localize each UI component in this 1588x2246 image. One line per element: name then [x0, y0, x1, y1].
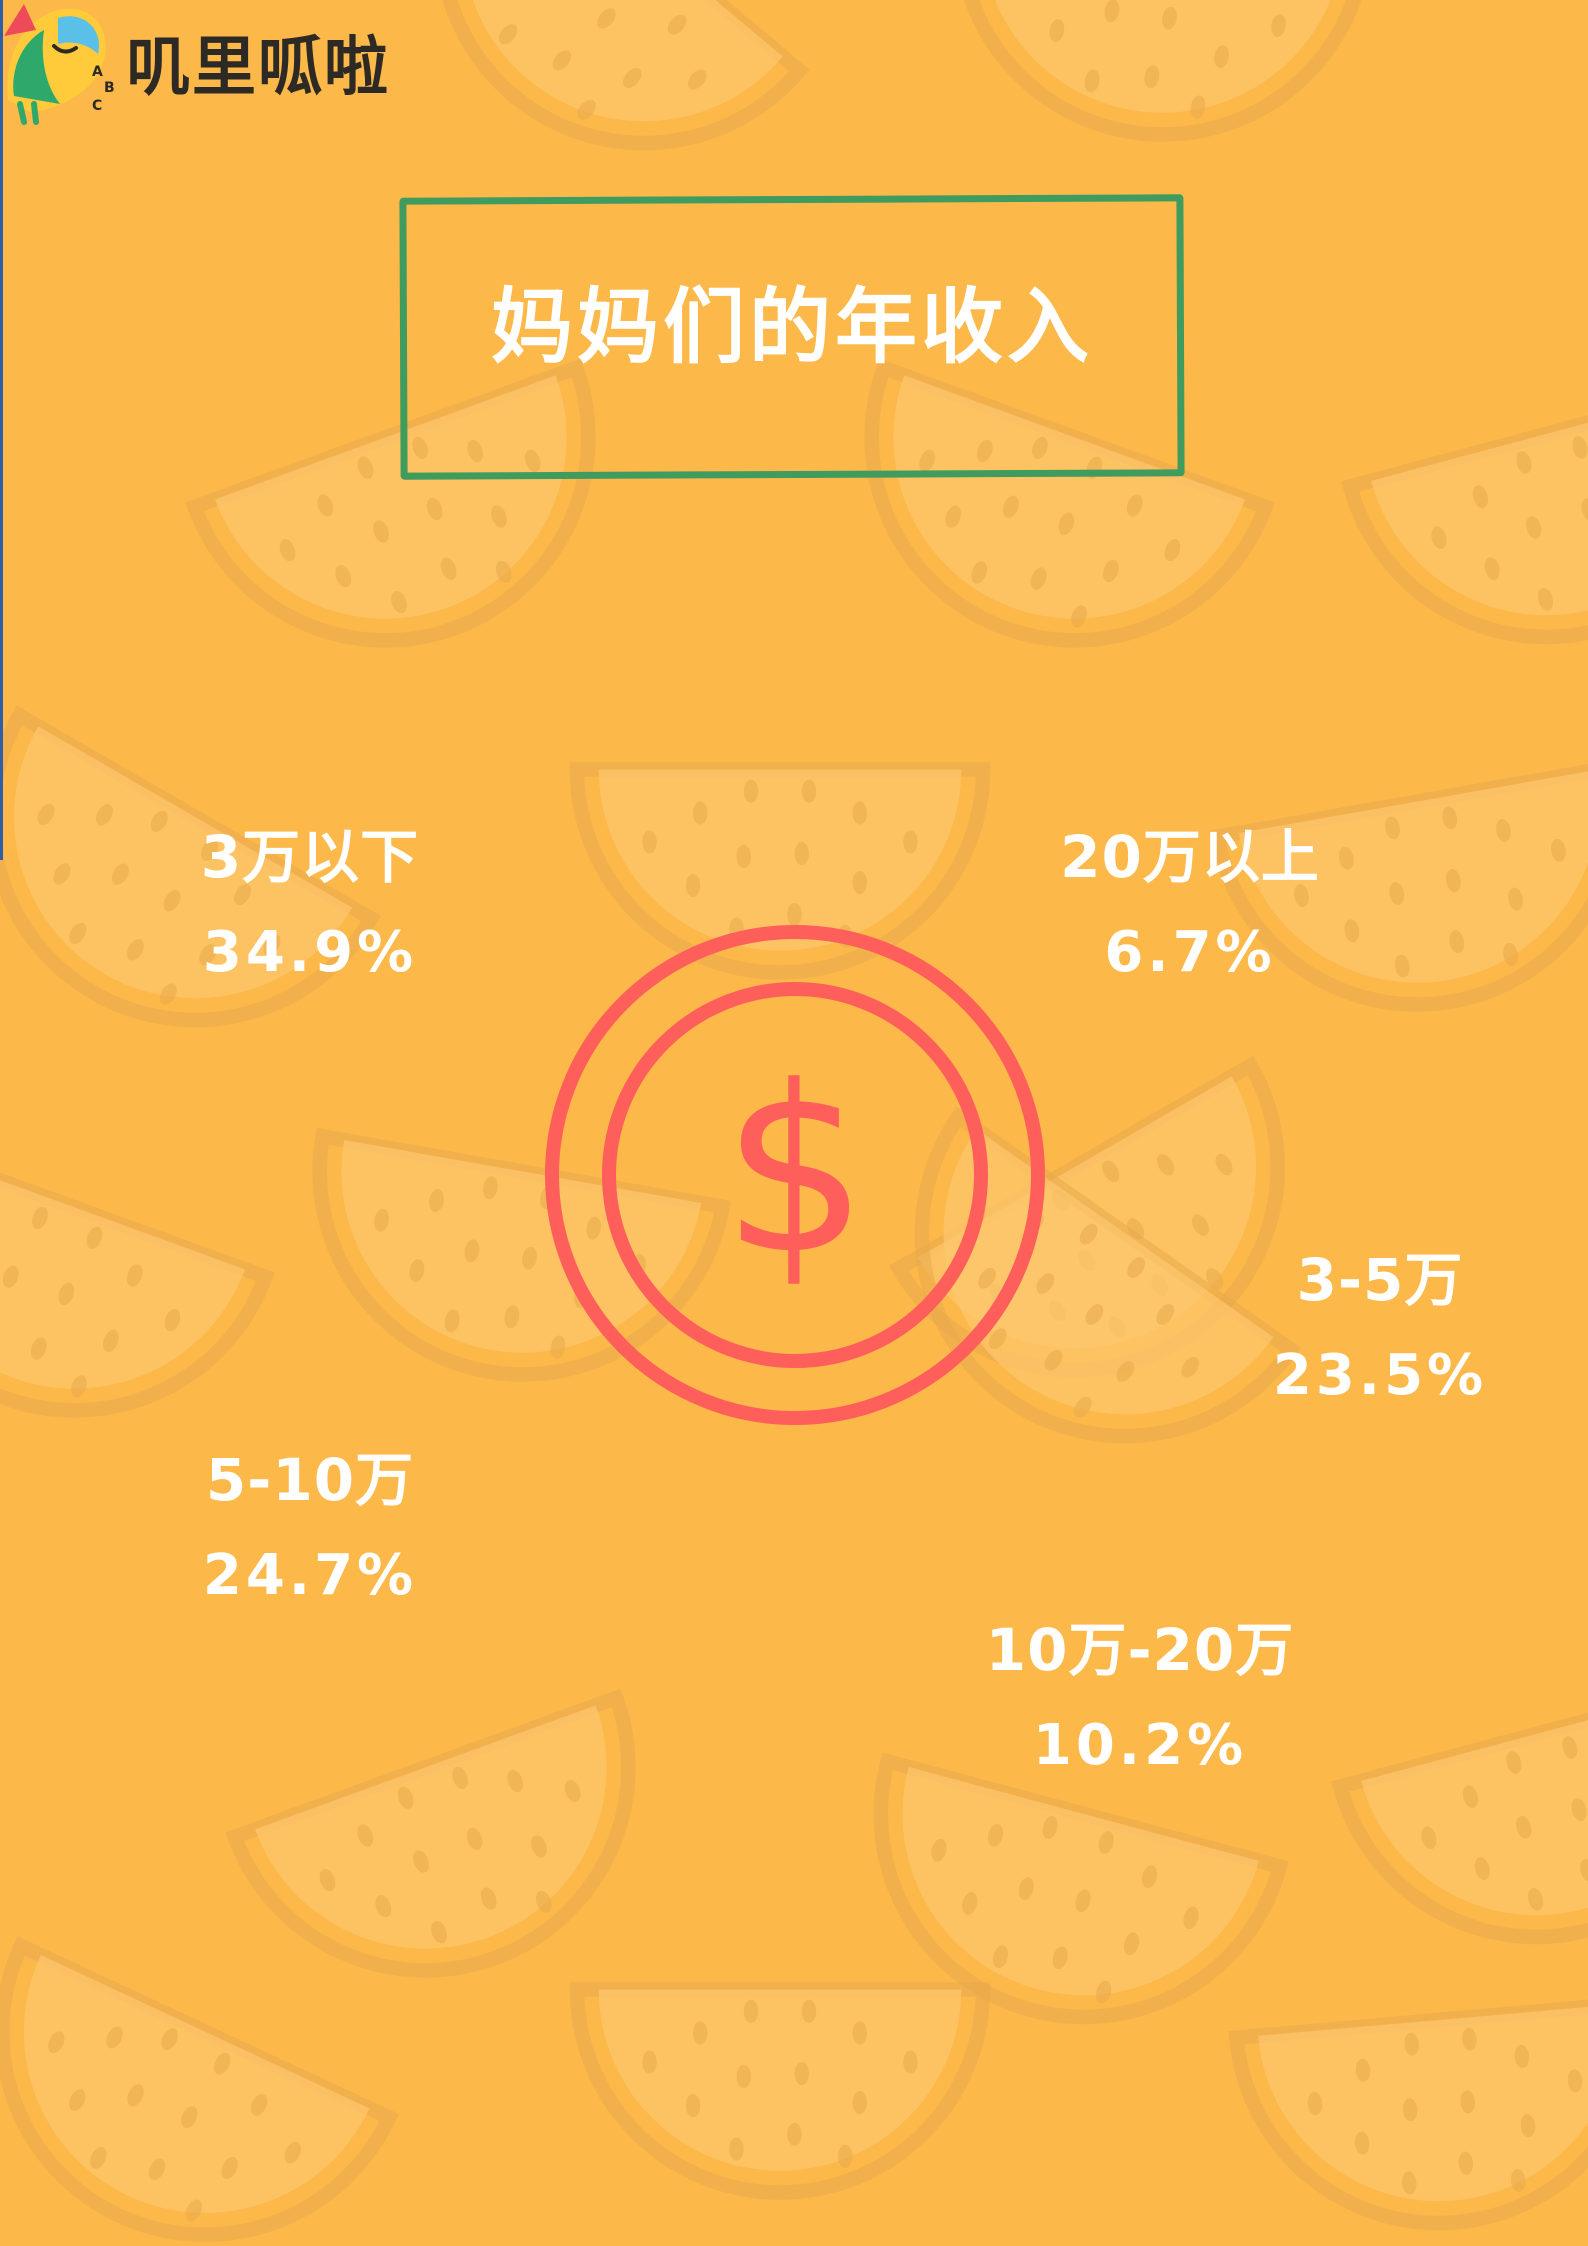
left-edge-stripe [0, 0, 3, 860]
page-title: 妈妈们的年收入 [490, 280, 1093, 375]
logo-letter: C [92, 98, 102, 114]
income-stat-5-10w: 5-10万 24.7% [150, 1445, 470, 1611]
watermelon-slice-icon [1341, 372, 1588, 645]
income-label: 5-10万 [205, 1446, 415, 1514]
income-stat-3-5w: 3-5万 23.5% [1230, 1245, 1530, 1411]
watermelon-slice-icon [1228, 1994, 1588, 2231]
brand-logo[interactable]: A B C 叽里呱啦 [0, 0, 470, 130]
dollar-symbol: $ [722, 1038, 868, 1305]
income-label: 20万以上 [1060, 823, 1320, 891]
income-percent: 23.5% [1272, 1343, 1488, 1408]
parrot-logo-icon: A B C [4, 4, 115, 125]
watermelon-slice-icon [952, 0, 1371, 142]
income-percent: 34.9% [202, 920, 418, 985]
watermelon-slice-icon [0, 1936, 399, 2242]
income-stat-under-3w: 3万以下 34.9% [140, 822, 480, 988]
income-label: 10万-20万 [985, 1616, 1295, 1684]
watermelon-slice-icon [433, 0, 810, 151]
watermelon-slice-icon [569, 1982, 991, 2200]
watermelon-slice-icon [569, 762, 991, 980]
brand-name: 叽里呱啦 [126, 31, 390, 105]
income-percent: 10.2% [1032, 1713, 1248, 1778]
income-percent: 6.7% [1104, 920, 1276, 985]
income-stat-over-20w: 20万以上 6.7% [1020, 822, 1360, 988]
dollar-coin-icon: $ [545, 925, 1045, 1425]
watermelon-slice-icon [225, 1688, 636, 1978]
income-stat-10-20w: 10万-20万 10.2% [940, 1615, 1340, 1781]
watermelon-slice-icon [0, 1128, 275, 1418]
watermelon-slice-icon [873, 1752, 1289, 2025]
logo-letter: B [104, 80, 115, 96]
income-percent: 24.7% [202, 1543, 418, 1608]
watermelon-slice-icon [864, 358, 1275, 648]
income-label: 3-5万 [1296, 1246, 1464, 1314]
watermelon-slice-icon [0, 705, 381, 1028]
watermelon-slice-icon [1209, 757, 1588, 1012]
income-label: 3万以下 [200, 823, 420, 891]
logo-letter: A [92, 64, 103, 80]
watermelon-slice-icon [1331, 1672, 1588, 1945]
watermelon-slice-icon [185, 358, 596, 648]
